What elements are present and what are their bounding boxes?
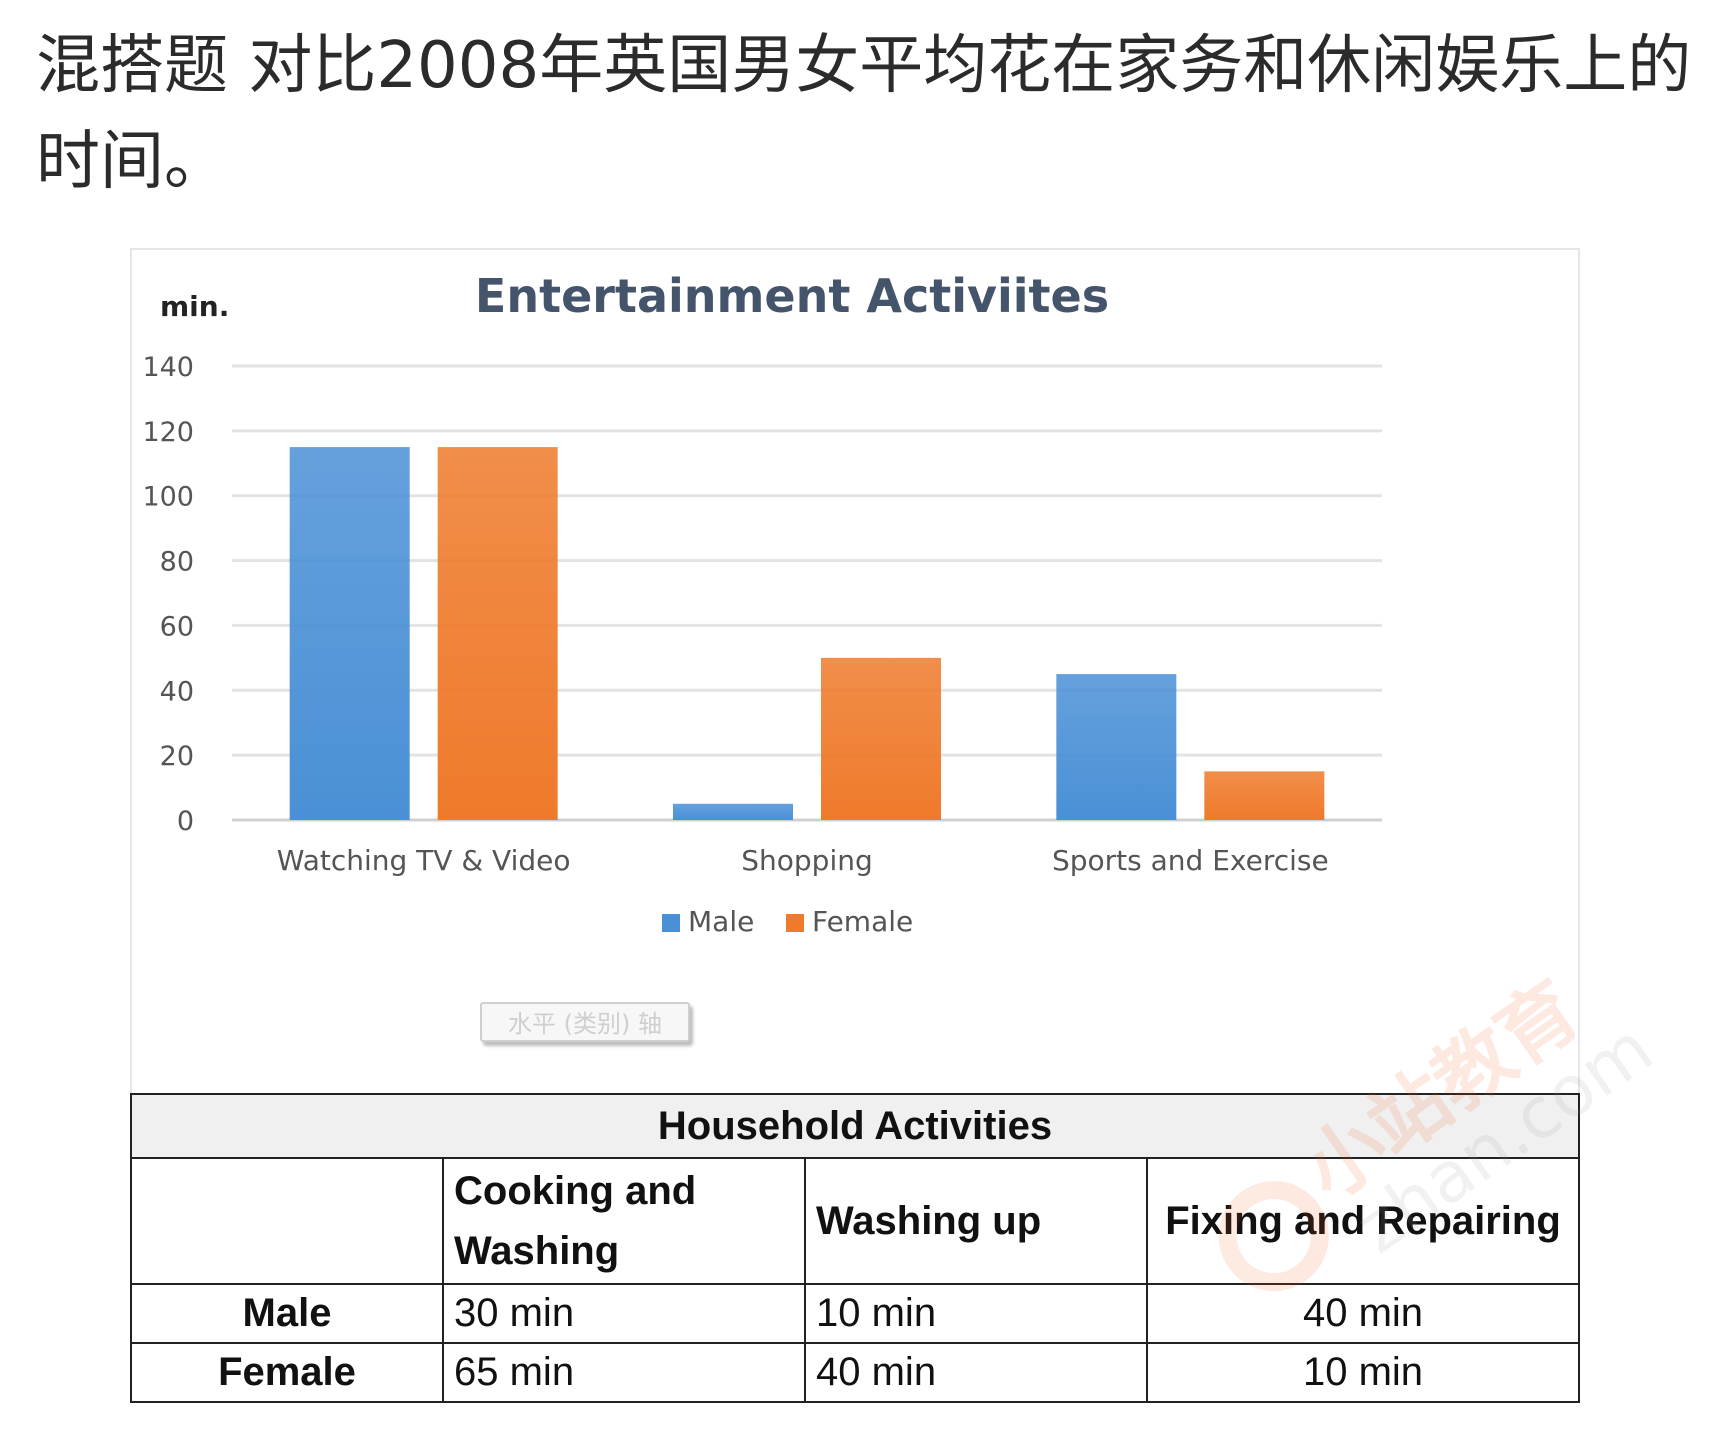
table-cell: 40 min <box>1147 1284 1579 1343</box>
row-label: Male <box>131 1284 443 1343</box>
y-tick-label: 80 <box>160 547 194 578</box>
table-cell: 30 min <box>443 1284 805 1343</box>
legend-label: Male <box>688 905 754 938</box>
legend-swatch-female <box>786 914 804 932</box>
bar-female <box>1204 771 1324 820</box>
column-header: Fixing and Repairing <box>1147 1158 1579 1284</box>
x-tick-label: Sports and Exercise <box>1052 844 1329 877</box>
bar-male <box>290 447 410 820</box>
table-cell: 10 min <box>805 1284 1147 1343</box>
figure: Entertainment Activiites min. 0 20 40 60 80 100… <box>130 248 1580 1423</box>
y-tick-label: 100 <box>142 482 194 513</box>
bar-female <box>821 658 941 820</box>
y-tick-label: 60 <box>160 611 194 642</box>
y-tick-label: 120 <box>142 417 194 448</box>
axis-placeholder-chip: 水平 (类别) 轴 <box>480 1002 690 1042</box>
bar-male <box>1056 674 1176 820</box>
x-tick-label: Watching TV & Video <box>277 844 571 877</box>
y-axis-label: min. <box>160 290 229 323</box>
bar-female <box>438 447 558 820</box>
x-tick-label: Shopping <box>741 844 873 877</box>
y-tick-label: 20 <box>160 741 194 772</box>
entertainment-bar-chart: Entertainment Activiites min. 0 20 40 60 80 100… <box>132 250 1578 1093</box>
table-row: Female 65 min 40 min 10 min <box>131 1343 1579 1402</box>
y-tick-label: 0 <box>177 806 194 837</box>
table-header-row: Cooking and Washing Washing up Fixing an… <box>131 1158 1579 1284</box>
bar-male <box>673 804 793 820</box>
table-row: Male 30 min 10 min 40 min <box>131 1284 1579 1343</box>
legend-swatch-male <box>662 914 680 932</box>
column-header: Cooking and Washing <box>443 1158 805 1284</box>
header-empty-cell <box>131 1158 443 1284</box>
y-tick-label: 140 <box>142 352 194 383</box>
table-cell: 65 min <box>443 1343 805 1402</box>
legend-label: Female <box>812 905 913 938</box>
y-tick-label: 40 <box>160 676 194 707</box>
chart-frame: Entertainment Activiites min. 0 20 40 60 80 100… <box>130 248 1580 1093</box>
question-text: 混搭题 对比2008年英国男女平均花在家务和休闲娱乐上的时间。 <box>36 18 1696 210</box>
table-cell: 40 min <box>805 1343 1147 1402</box>
row-label: Female <box>131 1343 443 1402</box>
household-activities-table: Household Activities Cooking and Washing… <box>130 1093 1580 1403</box>
chart-title: Entertainment Activiites <box>475 269 1109 323</box>
household-table-title: Household Activities <box>131 1094 1579 1158</box>
column-header: Washing up <box>805 1158 1147 1284</box>
table-cell: 10 min <box>1147 1343 1579 1402</box>
